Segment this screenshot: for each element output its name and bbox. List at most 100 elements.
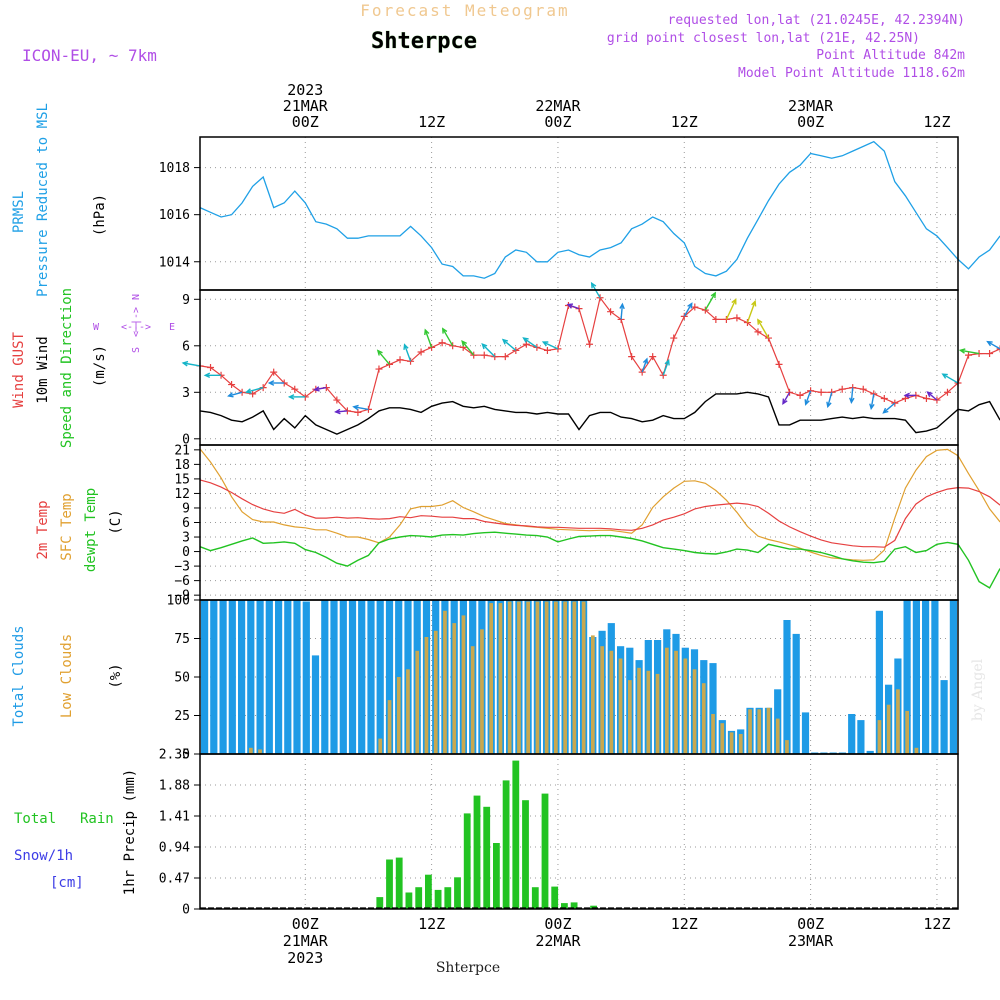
- gust-marker: [638, 368, 646, 376]
- y-tick-label: 1016: [159, 208, 190, 223]
- gust-marker: [817, 388, 825, 396]
- snow-unit-label: [cm]: [50, 875, 84, 891]
- precip-labels: Total Rain Snow/1h [cm] 1hr Precip (mm): [14, 769, 138, 895]
- gust-marker: [270, 368, 278, 376]
- low-clouds-bar: [720, 723, 725, 754]
- wind-arrow: [850, 387, 854, 403]
- low-clouds-bar: [443, 610, 447, 754]
- wind-arrow: [704, 292, 716, 311]
- low-clouds-bar: [489, 603, 493, 754]
- low-clouds-bar: [785, 740, 789, 754]
- gust-marker: [375, 365, 383, 373]
- compass-n: N: [131, 294, 142, 300]
- gust-marker: [859, 385, 867, 393]
- low-clouds-bar: [554, 601, 558, 754]
- wind-arrow: [523, 337, 538, 348]
- low-clouds-bar: [433, 630, 438, 754]
- total-clouds-bar: [284, 600, 292, 754]
- low-clouds-bar: [729, 732, 734, 754]
- wind-arrow-head: [687, 302, 693, 309]
- rain-bar: [561, 903, 568, 909]
- pressure-frame: [199, 136, 959, 291]
- low-clouds-bar: [896, 689, 900, 754]
- wind-arrow-head: [849, 397, 855, 405]
- rain-bar: [376, 897, 384, 909]
- total-clouds-bar: [367, 600, 375, 754]
- wind-arrow: [757, 319, 770, 339]
- low-clouds-bar: [618, 658, 623, 754]
- gust-label: Wind GUST: [11, 332, 27, 408]
- point-altitude: Point Altitude 842m: [816, 48, 965, 63]
- rain-bar: [444, 887, 452, 909]
- gust-marker: [807, 387, 815, 395]
- wind-arrow: [725, 299, 737, 320]
- y-tick-label: 0: [182, 748, 190, 763]
- gust-marker: [480, 351, 488, 359]
- wind-arrow-head: [245, 388, 252, 394]
- y-tick-label: −6: [174, 574, 190, 589]
- y-tick-label: 0.47: [159, 872, 190, 887]
- watermark: by Angel: [970, 658, 986, 721]
- low-clouds-bar: [886, 704, 891, 754]
- gust-marker: [796, 391, 804, 399]
- low-clouds-label: Low Clouds: [59, 634, 75, 718]
- wind-arrow-head: [352, 404, 359, 411]
- wind-arrow-head: [590, 281, 597, 289]
- total-clouds-bar: [866, 750, 874, 754]
- gust-marker: [754, 328, 762, 336]
- y-tick-label: 100: [167, 594, 190, 609]
- time-label-top: 00Z: [797, 113, 824, 131]
- low-clouds-bar: [517, 601, 521, 754]
- footer-station: Shterpce: [436, 960, 500, 976]
- time-label-bottom: 12Z: [671, 915, 698, 933]
- gust-marker: [470, 351, 478, 359]
- gust-marker: [986, 350, 994, 358]
- wind-arrow: [314, 386, 327, 391]
- low-clouds-bar: [674, 650, 678, 754]
- wind-arrow: [228, 391, 243, 397]
- low-clouds-bar: [507, 601, 512, 754]
- snow-label: Snow/1h: [14, 848, 73, 864]
- low-clouds-bar: [766, 707, 771, 754]
- rain-bar: [386, 859, 393, 909]
- wind-arrow: [353, 406, 369, 411]
- gust-marker: [333, 396, 341, 404]
- gust-marker: [733, 314, 741, 322]
- rain-bar: [415, 887, 423, 909]
- low-clouds-bar: [757, 709, 762, 754]
- total-clouds-bar: [256, 600, 264, 754]
- wind-arrow-head: [424, 328, 430, 336]
- wind-arrow-head: [804, 399, 810, 406]
- total-clouds-bar: [940, 680, 948, 754]
- wind-arrow-head: [442, 327, 448, 334]
- y-tick-label: 9: [182, 501, 190, 516]
- wind-arrow-head: [882, 407, 889, 414]
- wind-arrow: [870, 393, 875, 409]
- time-label-top: 23MAR: [788, 97, 834, 115]
- low-clouds-bar: [498, 603, 503, 754]
- gust-marker: [543, 346, 551, 354]
- low-clouds-bar: [628, 680, 632, 754]
- low-clouds-bar: [775, 718, 780, 754]
- sfc-temp-line: [199, 448, 1000, 561]
- low-clouds-bar: [406, 669, 410, 754]
- time-label-bottom: 22MAR: [535, 932, 581, 950]
- low-clouds-bar: [600, 646, 604, 754]
- wind-arrow: [502, 339, 517, 351]
- low-clouds-bar: [655, 673, 660, 754]
- total-clouds-bar: [293, 600, 301, 754]
- station-title: Shterpce: [371, 29, 477, 54]
- time-label-bottom: 00Z: [292, 915, 319, 933]
- dewpt-label: dewpt Temp: [83, 488, 99, 572]
- y-tick-label: 75: [174, 632, 190, 647]
- low-clouds-bar: [396, 677, 401, 754]
- wind-unit-label: (m/s): [92, 345, 108, 387]
- pressure-labels: PRMSL Pressure Reduced to MSL (hPa): [11, 103, 108, 297]
- gust-marker: [701, 306, 709, 314]
- wind-arrow-head: [986, 340, 993, 347]
- y-tick-label: 9: [182, 293, 190, 308]
- dewpt-line: [199, 531, 1000, 589]
- total-clouds-bar: [210, 600, 218, 754]
- pressure-unit-label: (hPa): [92, 194, 108, 236]
- total-clouds-bar: [201, 600, 209, 754]
